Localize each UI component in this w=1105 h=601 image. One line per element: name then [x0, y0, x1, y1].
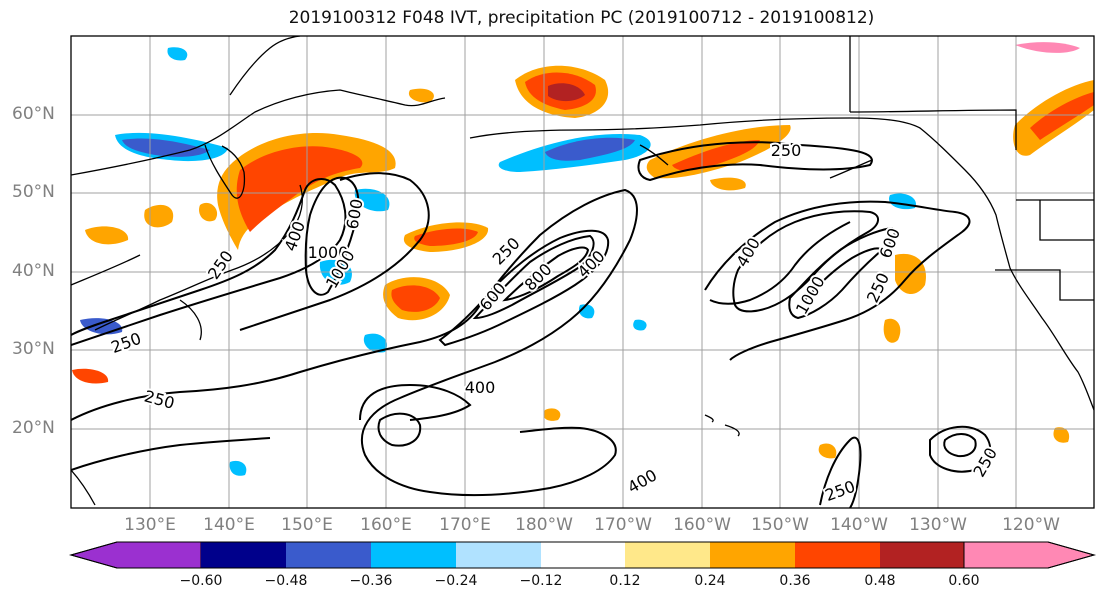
colorbar-bin-10: [963, 541, 1096, 569]
contour-label-250: 250: [771, 141, 802, 160]
map-title: 2019100312 F048 IVT, precipitation PC (2…: [288, 8, 875, 28]
colorbar-bin-1: [201, 542, 286, 568]
lon-label-150w: 150°W: [751, 515, 809, 535]
lon-label-150e: 150°E: [281, 515, 333, 535]
contour-label-250: 250: [142, 387, 176, 413]
contour-label-400: 400: [281, 219, 309, 254]
colorbar-bin-2: [286, 542, 371, 568]
colorbar-bin-5: [541, 542, 625, 568]
contour-label-400: 400: [574, 247, 609, 282]
colorbar: [69, 541, 1096, 569]
lon-label-160w: 160°W: [673, 515, 731, 535]
colorbar-tick-label: −0.24: [434, 573, 478, 589]
contour-label-1000: 1000: [792, 273, 829, 318]
lon-label-170e: 170°E: [439, 515, 491, 535]
contour-label-400: 400: [624, 465, 660, 497]
colorbar-bin-6: [625, 542, 710, 568]
contour-label-250: 250: [863, 270, 893, 306]
colorbar-bin-7: [710, 542, 795, 568]
colorbar-bin-3: [371, 542, 456, 568]
ivt-contours: [71, 141, 992, 508]
colorbar-bin-8: [795, 542, 880, 568]
colorbar-tick-label: 0.24: [694, 573, 726, 589]
lon-label-170w: 170°W: [594, 515, 652, 535]
colorbar-tick-label: 0.60: [948, 573, 980, 589]
colorbar-tick-label: −0.60: [179, 573, 223, 589]
lon-label-120w: 120°W: [1002, 515, 1060, 535]
map-frame: [70, 35, 1095, 509]
contour-label-400: 400: [465, 378, 496, 397]
lon-label-160e: 160°E: [360, 515, 412, 535]
lat-label-40n: 40°N: [12, 261, 55, 281]
lat-label-50n: 50°N: [12, 182, 55, 202]
colorbar-bin-9: [880, 542, 964, 568]
lon-label-130w: 130°W: [909, 515, 967, 535]
lat-label-60n: 60°N: [12, 104, 55, 124]
lon-label-140w: 140°W: [830, 515, 888, 535]
precip-shading: [72, 42, 1094, 476]
contour-label-600: 600: [343, 197, 367, 230]
colorbar-tick-label: 0.48: [864, 573, 896, 589]
colorbar-tick-label: −0.12: [519, 573, 563, 589]
lat-label-30n: 30°N: [12, 339, 55, 359]
contour-label-1000: 1000: [308, 243, 349, 262]
lon-label-180w: 180°W: [515, 515, 573, 535]
contour-label-250: 250: [489, 234, 524, 269]
colorbar-bin-0: [69, 541, 202, 569]
colorbar-tick-label: −0.36: [349, 573, 393, 589]
lon-label-130e: 130°E: [124, 515, 176, 535]
colorbar-tick-label: 0.36: [779, 573, 811, 589]
lon-label-140e: 140°E: [203, 515, 255, 535]
colorbar-bin-4: [456, 542, 541, 568]
contour-label-400: 400: [732, 234, 764, 270]
colorbar-tick-label: 0.12: [609, 573, 641, 589]
colorbar-tick-label: −0.48: [264, 573, 308, 589]
lat-label-20n: 20°N: [12, 418, 55, 438]
